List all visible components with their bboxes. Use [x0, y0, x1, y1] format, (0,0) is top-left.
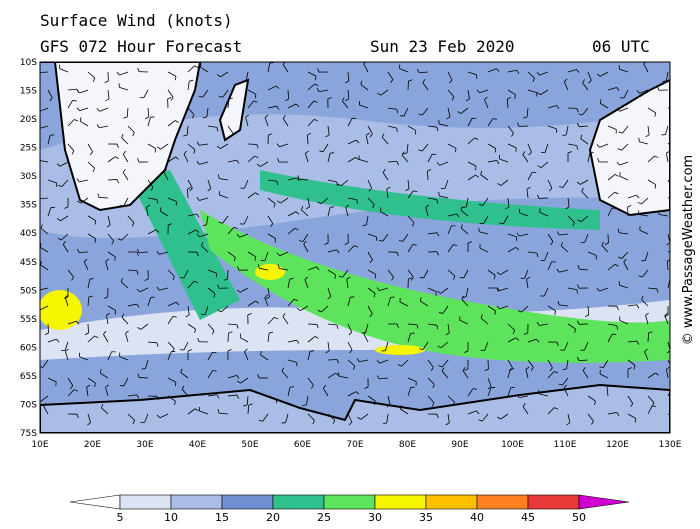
watermark: © www.PassageWeather.com — [681, 155, 696, 345]
lat-label: 25S — [20, 144, 37, 154]
lat-label: 20S — [20, 115, 37, 125]
lon-label: 40E — [189, 440, 206, 450]
lon-label: 130E — [659, 440, 682, 450]
lat-label: 50S — [20, 286, 37, 296]
wind-barb — [37, 287, 39, 290]
title: Surface Wind (knots) — [40, 11, 233, 30]
wind-barb — [415, 130, 416, 134]
wind-barb — [328, 359, 337, 360]
wind-barb — [79, 252, 88, 253]
colorbar-arrow — [70, 495, 120, 509]
lon-label: 90E — [451, 440, 468, 450]
lat-label: 60S — [20, 343, 37, 353]
wind-barb — [439, 192, 440, 196]
wind-barb — [670, 188, 672, 191]
lon-label: 120E — [606, 440, 629, 450]
wind-barb — [432, 154, 436, 155]
lat-label: 45S — [20, 258, 37, 268]
colorbar-segment — [222, 495, 273, 509]
wind-barb — [99, 197, 108, 198]
wind-barb — [37, 125, 39, 128]
lat-label: 75S — [20, 429, 37, 439]
wind-barb — [330, 153, 334, 154]
colorbar-label: 50 — [572, 511, 586, 524]
lon-label: 110E — [554, 440, 577, 450]
colorbar-label: 30 — [368, 511, 382, 524]
lat-label: 30S — [20, 172, 37, 182]
colorbar-label: 20 — [266, 511, 280, 524]
wind-barb — [668, 107, 677, 108]
wind-barb — [255, 94, 256, 98]
wind-barb — [677, 107, 679, 111]
lon-label: 30E — [136, 440, 153, 450]
lat-label: 65S — [20, 372, 37, 382]
wind-barb — [397, 128, 398, 132]
wind-barb — [37, 108, 40, 111]
colorbar-label: 25 — [317, 511, 331, 524]
colorbar-segment — [528, 495, 579, 509]
wind-spot — [38, 290, 82, 330]
wind-barb — [532, 172, 536, 173]
colorbar-segment — [120, 495, 171, 509]
wind-spot — [375, 345, 425, 355]
colorbar-segment — [477, 495, 528, 509]
colorbar: 5 10 15 20 25 30 35 40 45 50 — [70, 495, 629, 524]
lon-label: 70E — [346, 440, 363, 450]
wind-barb — [88, 324, 89, 333]
map — [37, 61, 679, 433]
wind-barb — [37, 307, 40, 310]
wind-barb — [48, 324, 49, 333]
colorbar-label: 10 — [164, 511, 178, 524]
wind-barb — [648, 333, 649, 342]
lon-label: 10E — [31, 440, 48, 450]
wind-barb — [676, 195, 679, 198]
lon-label: 80E — [399, 440, 416, 450]
colorbar-label: 5 — [117, 511, 124, 524]
wind-spot — [255, 264, 285, 280]
date: Sun 23 Feb 2020 — [370, 37, 515, 56]
wind-barb — [310, 351, 314, 352]
lat-label: 70S — [20, 400, 37, 410]
wind-barb — [139, 377, 148, 378]
wind-barb — [675, 139, 678, 141]
wind-barb — [140, 97, 144, 98]
subtitle: GFS 072 Hour Forecast — [40, 37, 242, 56]
colorbar-label: 15 — [215, 511, 229, 524]
wind-barb — [38, 157, 39, 161]
lat-label: 55S — [20, 315, 37, 325]
wind-barb — [670, 279, 674, 280]
colorbar-segment — [324, 495, 375, 509]
lon-label: 50E — [241, 440, 258, 450]
wind-barb — [439, 120, 440, 124]
colorbar-label: 35 — [419, 511, 433, 524]
wind-barb — [510, 369, 514, 370]
lat-label: 10S — [20, 58, 37, 68]
wind-barb — [472, 118, 476, 119]
colorbar-segment — [171, 495, 222, 509]
lon-label: 100E — [501, 440, 524, 450]
colorbar-arrow — [579, 495, 629, 509]
colorbar-segment — [375, 495, 426, 509]
lat-label: 15S — [20, 87, 37, 97]
lat-label: 40S — [20, 229, 37, 239]
wind-barb — [37, 69, 39, 73]
time: 06 UTC — [592, 37, 650, 56]
wind-barb — [37, 195, 39, 199]
colorbar-label: 45 — [521, 511, 535, 524]
wind-barb — [375, 274, 376, 278]
wind-barb — [677, 249, 680, 252]
lat-label: 35S — [20, 201, 37, 211]
wind-barb — [352, 118, 356, 119]
colorbar-label: 40 — [470, 511, 484, 524]
lon-label: 20E — [84, 440, 101, 450]
wind-barb — [108, 179, 117, 180]
colorbar-segment — [426, 495, 477, 509]
colorbar-segment — [273, 495, 324, 509]
lon-label: 60E — [294, 440, 311, 450]
wind-barb — [120, 205, 124, 206]
